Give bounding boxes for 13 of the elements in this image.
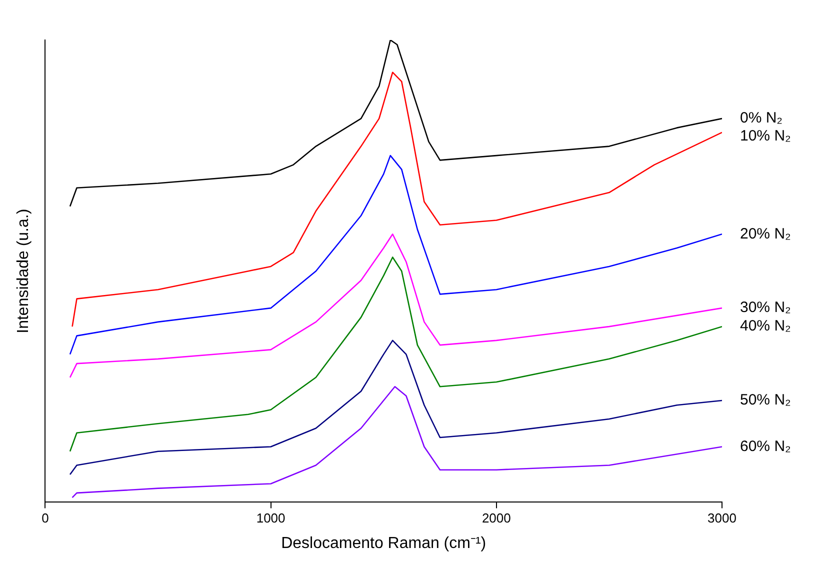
series-label: 60% N₂: [740, 438, 792, 455]
series-label: 50% N₂: [740, 392, 792, 409]
x-tick-label: 0: [42, 510, 49, 526]
series-label: 0% N₂: [740, 110, 783, 127]
series-label: 30% N₂: [740, 299, 792, 316]
x-tick-label: 3000: [708, 510, 736, 526]
series-label: 20% N₂: [740, 225, 792, 242]
series-label: 40% N₂: [740, 318, 792, 335]
y-axis-title: Intensidade (u.a.): [15, 208, 32, 334]
x-tick-label: 1000: [256, 510, 286, 526]
x-tick-label: 2000: [482, 510, 511, 526]
series-label: 10% N₂: [740, 128, 792, 145]
x-axis-title: Deslocamento Raman (cm⁻¹): [281, 534, 486, 552]
